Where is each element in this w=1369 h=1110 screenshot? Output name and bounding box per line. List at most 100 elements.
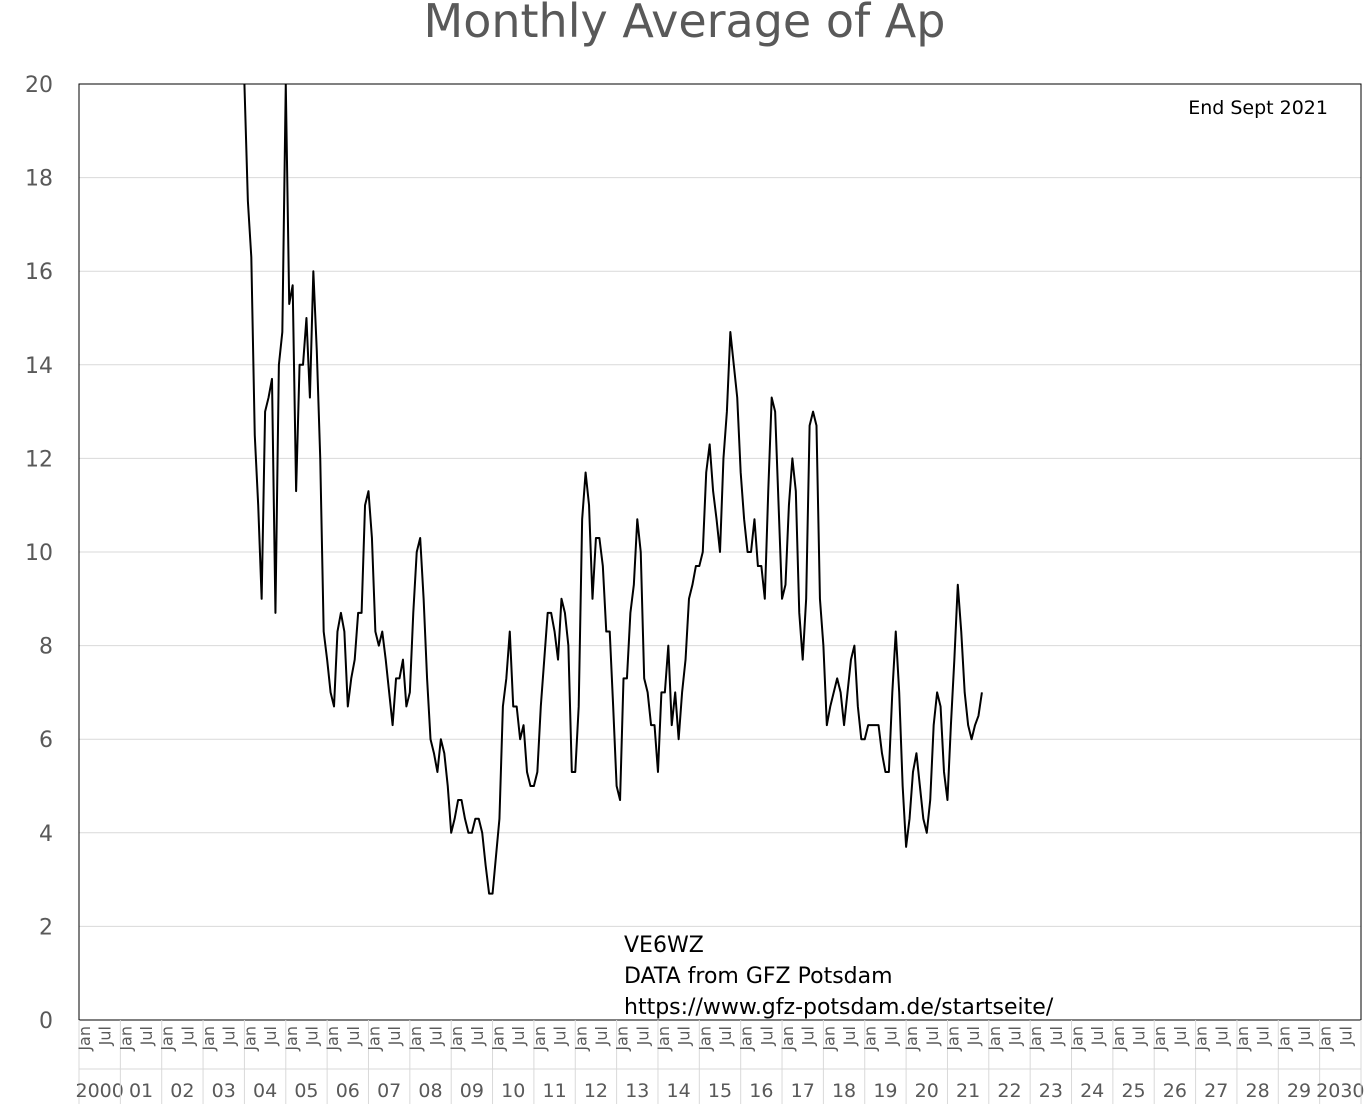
x-month-tick-label: Jan <box>1109 1026 1128 1052</box>
x-month-tick-label: Jul <box>1130 1026 1149 1046</box>
x-month-tick-label: Jan <box>75 1026 94 1052</box>
x-month-tick-label: Jan <box>530 1026 549 1052</box>
x-month-tick-label: Jan <box>985 1026 1004 1052</box>
x-month-tick-label: Jan <box>282 1026 301 1052</box>
x-month-tick-label: Jul <box>220 1026 239 1046</box>
x-month-tick-label: Jan <box>819 1026 838 1052</box>
y-tick-label: 16 <box>25 260 53 285</box>
x-year-label: 2000 <box>75 1080 123 1102</box>
x-year-label: 18 <box>832 1080 856 1102</box>
x-year-label: 15 <box>708 1080 732 1102</box>
x-year-label: 25 <box>1121 1080 1145 1102</box>
x-year-label: 10 <box>501 1080 525 1102</box>
x-year-label: 05 <box>294 1080 318 1102</box>
x-year-label: 2030 <box>1316 1080 1364 1102</box>
x-month-tick-label: Jul <box>799 1026 818 1046</box>
end-date-annotation: End Sept 2021 <box>1188 97 1328 119</box>
x-month-tick-label: Jul <box>551 1026 570 1046</box>
x-year-label: 19 <box>873 1080 897 1102</box>
x-month-tick-label: Jan <box>1068 1026 1087 1052</box>
x-month-tick-label: Jan <box>116 1026 135 1052</box>
x-month-tick-label: Jan <box>1233 1026 1252 1052</box>
x-month-tick-label: Jan <box>240 1026 259 1052</box>
x-month-tick-label: Jul <box>302 1026 321 1046</box>
x-month-tick-label: Jul <box>964 1026 983 1046</box>
y-tick-label: 2 <box>39 915 53 940</box>
x-year-label: 02 <box>170 1080 194 1102</box>
x-year-label: 16 <box>749 1080 773 1102</box>
x-month-tick-label: Jan <box>613 1026 632 1052</box>
x-year-label: 13 <box>625 1080 649 1102</box>
x-month-tick-label: Jan <box>778 1026 797 1052</box>
x-year-label: 29 <box>1287 1080 1311 1102</box>
x-year-label: 20 <box>915 1080 939 1102</box>
x-year-label: 22 <box>997 1080 1021 1102</box>
y-tick-label: 14 <box>25 354 53 379</box>
x-month-tick-label: Jul <box>178 1026 197 1046</box>
x-month-tick-label: Jan <box>902 1026 921 1052</box>
x-year-label: 11 <box>542 1080 566 1102</box>
x-year-label: 12 <box>584 1080 608 1102</box>
annotations: End Sept 2021 VE6WZ DATA from GFZ Potsda… <box>624 97 1328 1020</box>
source-annotation: DATA from GFZ Potsdam <box>624 964 893 989</box>
x-year-label: 24 <box>1080 1080 1104 1102</box>
x-month-tick-label: Jul <box>344 1026 363 1046</box>
x-month-tick-label: Jul <box>1005 1026 1024 1046</box>
y-tick-label: 18 <box>25 167 53 192</box>
x-month-tick-label: Jan <box>199 1026 218 1052</box>
x-year-label: 04 <box>253 1080 277 1102</box>
x-year-label: 27 <box>1204 1080 1228 1102</box>
x-year-label: 08 <box>418 1080 442 1102</box>
x-year-label: 09 <box>460 1080 484 1102</box>
x-month-tick-label: Jul <box>840 1026 859 1046</box>
y-tick-label: 4 <box>39 822 53 847</box>
x-year-label: 17 <box>791 1080 815 1102</box>
x-month-tick-label: Jan <box>737 1026 756 1052</box>
x-month-tick-label: Jul <box>385 1026 404 1046</box>
x-month-tick-label: Jan <box>158 1026 177 1052</box>
y-tick-label: 12 <box>25 447 53 472</box>
x-month-tick-label: Jan <box>406 1026 425 1052</box>
x-year-label: 06 <box>336 1080 360 1102</box>
x-month-tick-label: Jan <box>1274 1026 1293 1052</box>
x-month-tick-label: Jul <box>716 1026 735 1046</box>
x-month-tick-label: Jan <box>861 1026 880 1052</box>
x-month-tick-label: Jul <box>757 1026 776 1046</box>
x-month-tick-label: Jul <box>923 1026 942 1046</box>
x-month-tick-label: Jan <box>489 1026 508 1052</box>
series-line-1 <box>243 84 983 895</box>
x-month-tick-label: Jul <box>1212 1026 1231 1046</box>
x-month-tick-label: Jul <box>96 1026 115 1046</box>
x-month-tick-label: Jan <box>695 1026 714 1052</box>
x-month-tick-label: Jul <box>468 1026 487 1046</box>
x-month-tick-label: Jul <box>1047 1026 1066 1046</box>
x-month-tick-label: Jan <box>1026 1026 1045 1052</box>
x-month-tick-label: Jul <box>137 1026 156 1046</box>
x-month-tick-label: Jul <box>633 1026 652 1046</box>
x-month-tick-label: Jan <box>571 1026 590 1052</box>
x-year-label: 07 <box>377 1080 401 1102</box>
y-tick-label: 6 <box>39 728 53 753</box>
x-month-tick-label: Jan <box>943 1026 962 1052</box>
url-annotation: https://www.gfz-potsdam.de/startseite/ <box>624 995 1054 1020</box>
x-year-label: 14 <box>667 1080 691 1102</box>
y-tick-label: 10 <box>25 541 53 566</box>
y-tick-label: 20 <box>25 73 53 98</box>
x-month-tick-label: Jul <box>592 1026 611 1046</box>
x-month-tick-label: Jan <box>1192 1026 1211 1052</box>
x-year-label: 26 <box>1163 1080 1187 1102</box>
author-annotation: VE6WZ <box>624 933 704 958</box>
x-month-tick-label: Jul <box>261 1026 280 1046</box>
y-tick-label: 8 <box>39 635 53 660</box>
x-month-tick-label: Jul <box>881 1026 900 1046</box>
x-month-tick-label: Jul <box>509 1026 528 1046</box>
x-year-label: 23 <box>1039 1080 1063 1102</box>
plot-frame <box>78 83 1362 1021</box>
x-month-tick-label: Jan <box>1150 1026 1169 1052</box>
x-month-tick-label: Jul <box>1254 1026 1273 1046</box>
grid-lines <box>79 177 1361 927</box>
x-year-label: 28 <box>1246 1080 1270 1102</box>
x-month-tick-label: Jan <box>1316 1026 1335 1052</box>
